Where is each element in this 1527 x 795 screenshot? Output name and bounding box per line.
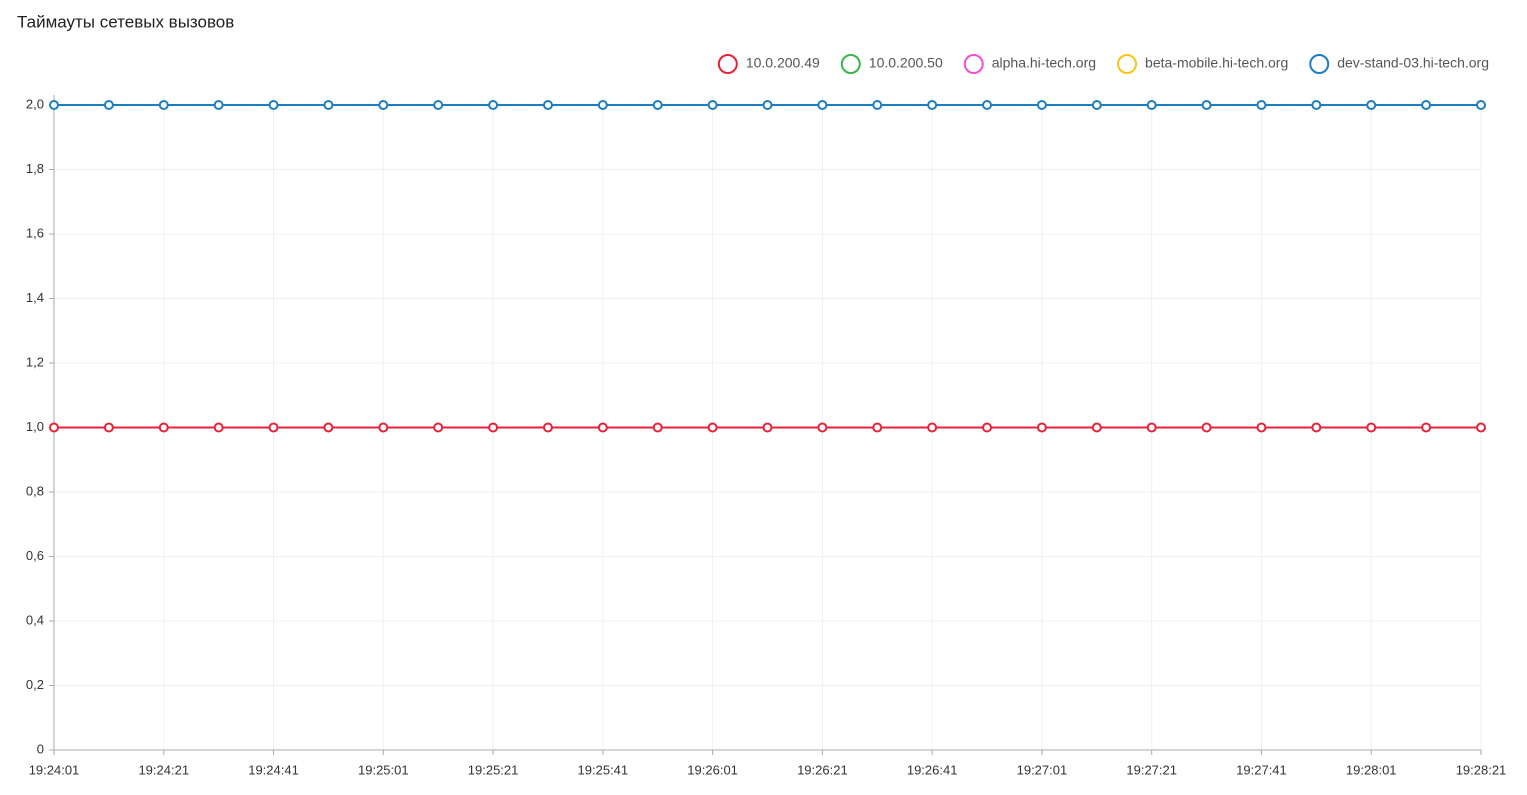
y-tick-label: 0,6 xyxy=(26,548,44,563)
y-tick-label: 1,0 xyxy=(26,419,44,434)
data-point xyxy=(817,100,828,110)
data-point xyxy=(982,100,993,110)
data-point xyxy=(1036,100,1047,110)
legend-label: 10.0.200.50 xyxy=(869,55,943,71)
data-point xyxy=(103,422,114,433)
data-point xyxy=(323,422,334,433)
x-tick-label: 19:25:01 xyxy=(358,762,409,777)
legend-label: dev-stand-03.hi-tech.org xyxy=(1337,55,1489,71)
data-point xyxy=(1476,422,1486,433)
data-point xyxy=(158,100,169,110)
legend-marker xyxy=(963,54,984,74)
legend-label: 10.0.200.49 xyxy=(746,55,820,71)
data-point xyxy=(982,422,993,433)
data-point xyxy=(1146,422,1157,433)
x-tick-label: 19:24:01 xyxy=(29,762,80,777)
x-tick-label: 19:27:01 xyxy=(1017,762,1068,777)
x-tick-label: 19:26:41 xyxy=(907,762,958,777)
data-point xyxy=(488,100,499,110)
data-point xyxy=(433,422,444,433)
data-point xyxy=(158,422,169,433)
data-point xyxy=(213,100,224,110)
data-point xyxy=(597,422,608,433)
x-tick-label: 19:27:41 xyxy=(1236,762,1287,777)
data-point xyxy=(1366,100,1377,110)
x-tick-label: 19:28:21 xyxy=(1456,762,1507,777)
data-point xyxy=(488,422,499,433)
data-point xyxy=(1201,100,1212,110)
data-point xyxy=(1036,422,1047,433)
chart-title: Таймауты сетевых вызовов xyxy=(17,12,234,31)
data-point xyxy=(1201,422,1212,433)
data-point xyxy=(597,100,608,110)
y-tick-label: 0,4 xyxy=(26,612,44,627)
data-point xyxy=(268,100,279,110)
data-point xyxy=(762,100,773,110)
data-point xyxy=(1146,100,1157,110)
legend-label: alpha.hi-tech.org xyxy=(992,55,1096,71)
data-point xyxy=(323,100,334,110)
data-point xyxy=(927,422,938,433)
y-tick-label: 0,2 xyxy=(26,677,44,692)
y-tick-label: 0,8 xyxy=(26,483,44,498)
y-tick-label: 0 xyxy=(37,741,44,756)
data-point xyxy=(542,100,553,110)
x-tick-label: 19:25:21 xyxy=(468,762,519,777)
data-point xyxy=(1421,422,1432,433)
data-point xyxy=(433,100,444,110)
data-point xyxy=(213,422,224,433)
data-point xyxy=(103,100,114,110)
x-tick-label: 19:27:21 xyxy=(1126,762,1177,777)
data-point xyxy=(762,422,773,433)
data-point xyxy=(872,422,883,433)
data-point xyxy=(817,422,828,433)
data-point xyxy=(378,422,389,433)
data-point xyxy=(49,100,59,110)
legend-label: beta-mobile.hi-tech.org xyxy=(1145,55,1288,71)
data-point xyxy=(542,422,553,433)
x-tick-label: 19:28:01 xyxy=(1346,762,1397,777)
legend-marker xyxy=(1117,54,1138,74)
data-point xyxy=(1256,422,1267,433)
x-tick-label: 19:24:21 xyxy=(138,762,189,777)
legend-marker xyxy=(840,54,861,74)
data-point xyxy=(49,422,59,433)
data-point xyxy=(378,100,389,110)
data-point xyxy=(652,100,663,110)
data-point xyxy=(1091,100,1102,110)
x-tick-label: 19:26:01 xyxy=(687,762,738,777)
data-point xyxy=(1366,422,1377,433)
data-point xyxy=(1256,100,1267,110)
data-point xyxy=(707,422,718,433)
x-tick-label: 19:25:41 xyxy=(578,762,629,777)
data-point xyxy=(707,100,718,110)
data-point xyxy=(927,100,938,110)
data-point xyxy=(268,422,279,433)
legend-marker xyxy=(1309,54,1330,74)
data-point xyxy=(1476,100,1486,110)
x-tick-label: 19:24:41 xyxy=(248,762,299,777)
legend-marker xyxy=(717,54,738,74)
y-tick-label: 1,6 xyxy=(26,225,44,240)
data-point xyxy=(1091,422,1102,433)
y-tick-label: 1,4 xyxy=(26,290,44,305)
data-point xyxy=(1311,100,1322,110)
y-tick-label: 1,2 xyxy=(26,354,44,369)
data-point xyxy=(652,422,663,433)
x-tick-label: 19:26:21 xyxy=(797,762,848,777)
y-tick-label: 1,8 xyxy=(26,161,44,176)
data-point xyxy=(872,100,883,110)
y-tick-label: 2,0 xyxy=(26,96,44,111)
data-point xyxy=(1311,422,1322,433)
data-point xyxy=(1421,100,1432,110)
